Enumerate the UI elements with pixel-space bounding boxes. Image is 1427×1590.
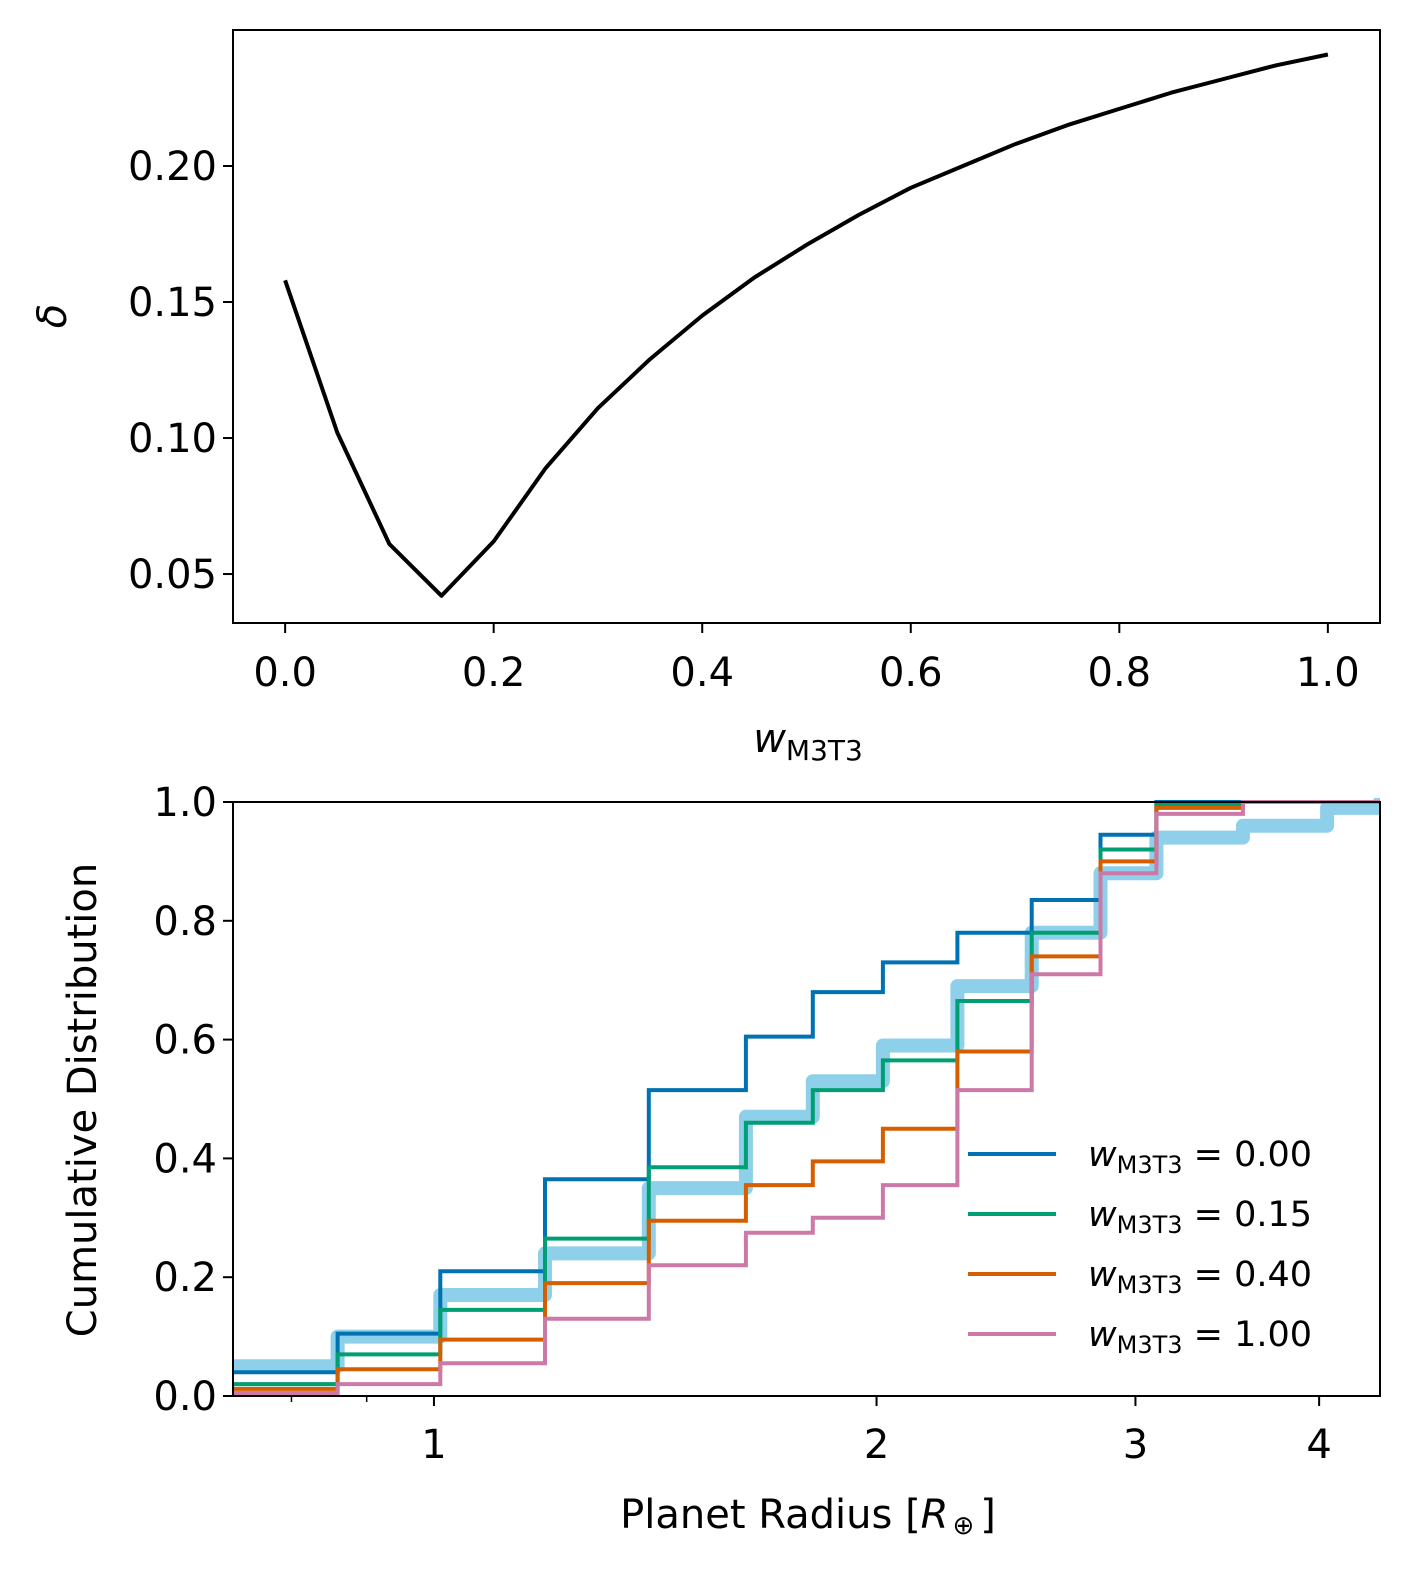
delta-curve	[283, 52, 1329, 598]
bottom-y-tick-label: 0.2	[153, 1255, 217, 1301]
top-x-tick-label: 1.0	[1296, 650, 1360, 696]
bottom-x-tick-label: 1	[421, 1422, 446, 1468]
bottom-y-tick-label: 0.4	[153, 1136, 217, 1182]
bottom-x-tick-label: 3	[1123, 1422, 1148, 1468]
top-y-tick-label: 0.10	[128, 416, 217, 462]
observed-step-line	[233, 798, 1380, 1374]
delta-vs-weight-panel: 0.0 0.2 0.4 0.6 0.8 1.0 0.05 0.10 0.15 0.20 δ wM3…	[30, 29, 1381, 767]
top-x-tick-label: 0.8	[1088, 650, 1152, 696]
bottom-axes-frame	[232, 801, 1381, 1397]
top-x-tick-label: 0.2	[462, 650, 526, 696]
bottom-y-tick-label: 0.8	[153, 899, 217, 945]
model-step-line	[233, 800, 1380, 1395]
bottom-step-lines	[233, 798, 1380, 1395]
legend-entry-label: wM3T3 = 1.00	[1088, 1315, 1312, 1359]
model-step-line	[233, 800, 1380, 1375]
top-x-tick-label: 0.0	[253, 650, 317, 696]
legend-entry-label: wM3T3 = 0.15	[1088, 1195, 1312, 1239]
top-y-axis-label: δ	[30, 304, 76, 328]
bottom-x-tick-label: 4	[1306, 1422, 1331, 1468]
bottom-y-tick-label: 0.0	[153, 1374, 217, 1420]
top-y-tick-label: 0.20	[128, 144, 217, 190]
bottom-x-tick-label: 2	[864, 1422, 889, 1468]
top-plot-data	[283, 52, 1329, 598]
top-x-tick-label: 0.4	[670, 650, 734, 696]
top-x-tick-label: 0.6	[879, 650, 943, 696]
top-y-tick-label: 0.15	[128, 280, 217, 326]
legend: wM3T3 = 0.00 wM3T3 = 0.15 wM3T3 = 0.40 wM3T…	[968, 1135, 1312, 1359]
cumulative-distribution-panel: 1 2 3 4 0.0 0.2 0.4 0.6 0.8 1.0 Cumulative Distri…	[60, 780, 1381, 1541]
bottom-y-tick-label: 1.0	[153, 780, 217, 826]
bottom-y-tick-label: 0.6	[153, 1018, 217, 1064]
bottom-axes: 1 2 3 4 0.0 0.2 0.4 0.6 0.8 1.0	[153, 780, 1381, 1468]
bottom-plot-data	[233, 798, 1380, 1395]
legend-entry-label: wM3T3 = 0.00	[1088, 1135, 1312, 1179]
bottom-x-axis-label: Planet Radius [R ⊕]	[620, 1492, 996, 1541]
bottom-y-axis-label: Cumulative Distribution	[60, 863, 106, 1337]
legend-entry-label: wM3T3 = 0.40	[1088, 1255, 1312, 1299]
top-y-tick-label: 0.05	[128, 552, 217, 598]
top-axes-frame	[232, 29, 1381, 624]
top-axes: 0.0 0.2 0.4 0.6 0.8 1.0 0.05 0.10 0.15 0.20	[128, 29, 1381, 696]
top-x-axis-label: wM3T3	[753, 716, 863, 767]
